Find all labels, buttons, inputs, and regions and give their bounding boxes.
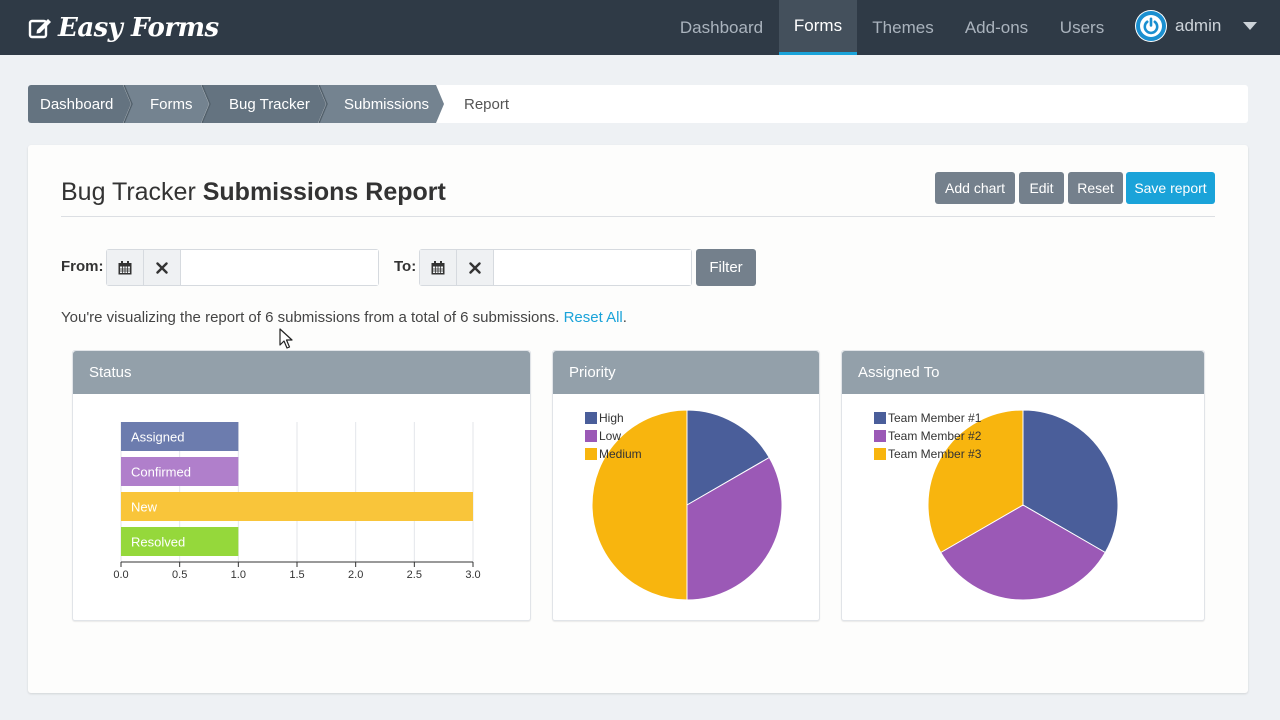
priority-pie-chart (591, 409, 783, 601)
pie-slice[interactable] (1022, 409, 1119, 554)
edit-icon (28, 16, 52, 40)
x-tick-label: 3.0 (465, 569, 480, 581)
legend-item[interactable]: Team Member #1 (874, 409, 981, 427)
breadcrumb-bug-tracker[interactable]: Bug Tracker (229, 95, 310, 113)
reset-button[interactable]: Reset (1068, 172, 1123, 204)
nav-themes[interactable]: Themes (872, 17, 934, 37)
add-chart-button[interactable]: Add chart (935, 172, 1015, 204)
status-chart-card: Status 0.0 0.5 1.0 1.5 2.0 2.5 3.0 Assigned Conf… (72, 350, 531, 621)
status-bar-chart: 0.0 0.5 1.0 1.5 2.0 2.5 3.0 Assigned Confirmed Ne… (113, 422, 481, 581)
to-date-group (419, 249, 692, 286)
breadcrumb-current: Report (464, 95, 510, 113)
page-title: Bug Tracker Submissions Report (61, 178, 446, 206)
legend-item[interactable]: Team Member #3 (874, 445, 981, 463)
legend-label: Team Member #3 (888, 447, 982, 461)
assigned-chart-card: Assigned To Team Member #1 Team Member #2… (841, 350, 1205, 621)
legend-swatch (874, 412, 886, 424)
assigned-chart-title: Assigned To (842, 351, 1204, 394)
bar-resolved[interactable] (121, 527, 239, 556)
legend-swatch (874, 448, 886, 460)
legend-swatch (585, 412, 597, 424)
clear-date-icon[interactable] (457, 250, 494, 285)
nav-add-ons[interactable]: Add-ons (964, 17, 1029, 37)
pie-slice[interactable] (686, 409, 770, 506)
priority-chart-title: Priority (553, 351, 819, 394)
report-info: You're visualizing the report of 6 submi… (61, 309, 627, 326)
breadcrumb: Dashboard Forms Bug Tracker Submissions … (28, 85, 1248, 123)
nav-forms[interactable]: Forms (779, 0, 857, 55)
legend-label: Medium (599, 447, 642, 461)
to-label: To: (394, 258, 417, 275)
pie-slice[interactable] (591, 409, 688, 601)
bar-assigned[interactable] (121, 422, 239, 451)
priority-chart-card: Priority High Low Medium (552, 350, 820, 621)
legend-item[interactable]: Medium (585, 445, 642, 463)
status-chart-title: Status (73, 351, 530, 394)
legend-swatch (585, 448, 597, 460)
breadcrumb-dashboard[interactable]: Dashboard (40, 95, 114, 113)
calendar-icon[interactable] (107, 250, 144, 285)
user-menu[interactable]: admin (1135, 10, 1258, 42)
power-icon (1135, 10, 1167, 42)
x-tick-label: 0.5 (172, 569, 187, 581)
brand-logo[interactable]: Easy Forms (28, 10, 219, 46)
calendar-icon[interactable] (420, 250, 457, 285)
legend-swatch (585, 430, 597, 442)
legend-label: Team Member #2 (888, 429, 982, 443)
legend-item[interactable]: High (585, 409, 642, 427)
pie-slice[interactable] (686, 456, 783, 601)
top-navbar: Easy Forms Dashboard Forms Themes Add-on… (0, 0, 1280, 55)
breadcrumb-arrows (28, 85, 444, 123)
bar-new[interactable] (121, 492, 473, 521)
priority-legend: High Low Medium (585, 409, 642, 463)
to-date-input[interactable] (494, 250, 691, 285)
x-tick-label: 0.0 (113, 569, 128, 581)
reset-all-link[interactable]: Reset All (563, 309, 623, 326)
legend-swatch (874, 430, 886, 442)
assigned-legend: Team Member #1 Team Member #2 Team Member … (874, 409, 981, 463)
user-name: admin (1175, 16, 1222, 35)
bar-label: Confirmed (131, 465, 191, 480)
x-tick-label: 1.0 (231, 569, 246, 581)
bar-confirmed[interactable] (121, 457, 239, 486)
pie-slice[interactable] (927, 409, 1024, 554)
clear-date-icon[interactable] (144, 250, 181, 285)
edit-button[interactable]: Edit (1019, 172, 1064, 204)
legend-item[interactable]: Team Member #2 (874, 427, 981, 445)
from-date-input[interactable] (181, 250, 378, 285)
breadcrumb-forms[interactable]: Forms (150, 95, 193, 113)
filter-button[interactable]: Filter (696, 249, 756, 286)
from-label: From: (61, 258, 104, 275)
legend-label: Team Member #1 (888, 411, 982, 425)
from-date-group (106, 249, 379, 286)
report-panel: Bug Tracker Submissions Report Add chart… (28, 145, 1248, 693)
x-tick-label: 2.0 (348, 569, 363, 581)
x-tick-label: 2.5 (407, 569, 422, 581)
title-divider (61, 216, 1215, 217)
bar-label: Assigned (131, 430, 184, 445)
bar-label: New (131, 500, 158, 515)
nav-dashboard[interactable]: Dashboard (679, 17, 764, 37)
chevron-down-icon (1243, 22, 1258, 30)
x-tick-label: 1.5 (289, 569, 304, 581)
bar-label: Resolved (131, 535, 185, 550)
legend-item[interactable]: Low (585, 427, 642, 445)
nav-users[interactable]: Users (1059, 17, 1105, 37)
assigned-pie-chart (927, 409, 1119, 601)
save-report-button[interactable]: Save report (1126, 172, 1215, 204)
legend-label: High (599, 411, 624, 425)
mouse-cursor-icon (279, 328, 293, 349)
breadcrumb-submissions[interactable]: Submissions (344, 95, 430, 113)
pie-slice[interactable] (940, 504, 1106, 601)
brand-name: Easy Forms (58, 13, 219, 43)
legend-label: Low (599, 429, 622, 443)
